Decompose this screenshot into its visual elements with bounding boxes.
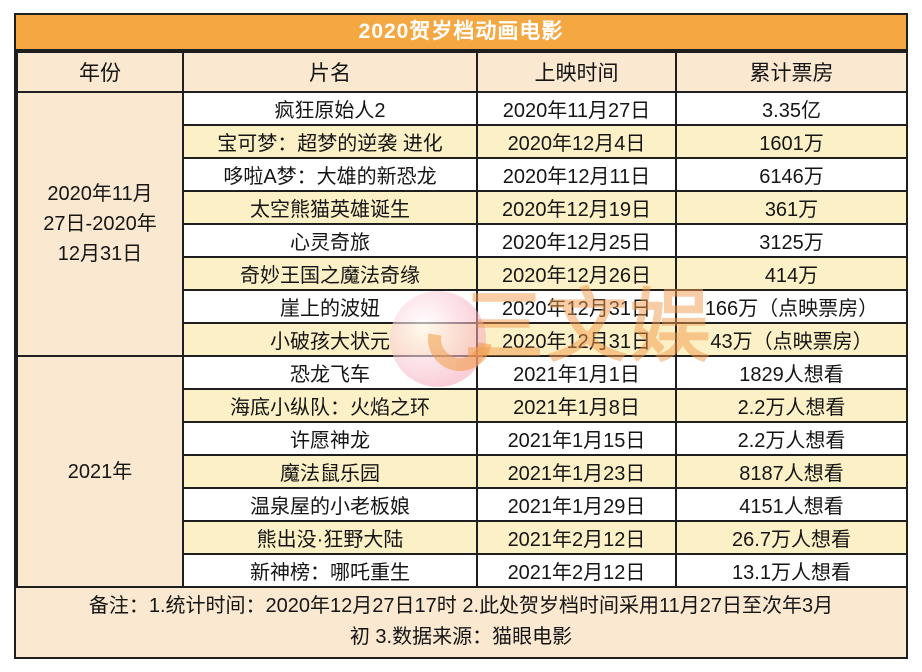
film-name-cell: 小破孩大状元 [182,322,478,357]
box-office-cell: 166万（点映票房） [675,289,908,324]
film-name-cell: 恐龙飞车 [182,355,478,390]
table-row: 太空熊猫英雄诞生 2020年12月19日 361万 [17,190,908,225]
box-office-cell: 1601万 [675,124,908,159]
note-line: 备注：1.统计时间：2020年12月27日17时 2.此处贺岁档时间采用11月2… [88,595,834,617]
box-office-cell: 2.2万人想看 [675,388,908,423]
film-name-cell: 海底小纵队：火焰之环 [182,388,478,423]
movie-table-sheet: 2020贺岁档动画电影 年份 片名 上映时间 累计票房 2020年11月 27日-202… [14,13,908,659]
film-name-cell: 许愿神龙 [182,421,478,456]
box-office-cell: 414万 [675,256,908,291]
film-name-cell: 新神榜：哪吒重生 [182,553,478,588]
table-row: 奇妙王国之魔法奇缘 2020年12月26日 414万 [17,256,908,291]
table-row: 2021年 恐龙飞车 2021年1月1日 1829人想看 [16,355,908,588]
note-footer: 备注：1.统计时间：2020年12月27日17时 2.此处贺岁档时间采用11月2… [16,588,906,657]
box-office-cell: 2.2万人想看 [675,421,908,456]
box-office-cell: 3125万 [675,223,908,258]
release-date-cell: 2020年12月25日 [476,223,677,258]
release-date-cell: 2020年12月31日 [476,289,677,324]
box-office-cell: 26.7万人想看 [675,520,908,555]
film-name-cell: 心灵奇旅 [182,223,478,258]
release-date-cell: 2021年1月1日 [476,355,677,390]
film-name-cell: 宝可梦：超梦的逆袭 进化 [182,124,478,159]
release-date-cell: 2021年2月12日 [476,520,677,555]
release-date-cell: 2020年12月19日 [476,190,677,225]
note-line: 初 3.数据来源：猫眼电影 [349,626,573,648]
box-office-cell: 8187人想看 [675,454,908,489]
film-name-cell: 崖上的波妞 [182,289,478,324]
column-header-0: 年份 [16,51,184,93]
box-office-cell: 43万（点映票房） [675,322,908,357]
box-office-cell: 6146万 [675,157,908,192]
column-header-1: 片名 [182,51,478,93]
release-date-cell: 2020年12月4日 [476,124,677,159]
table-body: 2020年11月 27日-2020年 12月31日 疯狂原始人2 2020年11月27日… [16,91,908,588]
film-name-cell: 疯狂原始人2 [182,91,478,126]
film-name-cell: 温泉屋的小老板娘 [182,487,478,522]
table-row: 熊出没·狂野大陆 2021年2月12日 26.7万人想看 [17,520,908,555]
box-office-cell: 4151人想看 [675,487,908,522]
movies-table: 年份 片名 上映时间 累计票房 2020年11月 27日-2020年 12月31日 疯狂原始… [16,51,908,588]
table-title: 2020贺岁档动画电影 [16,15,906,51]
release-date-cell: 2020年12月11日 [476,157,677,192]
release-date-cell: 2021年1月8日 [476,388,677,423]
film-name-cell: 太空熊猫英雄诞生 [182,190,478,225]
box-office-cell: 1829人想看 [675,355,908,390]
release-date-cell: 2021年1月23日 [476,454,677,489]
column-header-3: 累计票房 [675,51,908,93]
table-header: 年份 片名 上映时间 累计票房 [16,51,908,93]
table-row: 温泉屋的小老板娘 2021年1月29日 4151人想看 [17,487,908,522]
column-header-2: 上映时间 [476,51,677,93]
table-row: 心灵奇旅 2020年12月25日 3125万 [17,223,908,258]
year-cell-group-1: 2021年 [16,355,184,588]
release-date-cell: 2020年12月31日 [476,322,677,357]
header-row: 年份 片名 上映时间 累计票房 [16,51,908,93]
table-row: 海底小纵队：火焰之环 2021年1月8日 2.2万人想看 [17,388,908,423]
film-name-cell: 奇妙王国之魔法奇缘 [182,256,478,291]
table-row: 宝可梦：超梦的逆袭 进化 2020年12月4日 1601万 [17,124,908,159]
film-name-cell: 熊出没·狂野大陆 [182,520,478,555]
table-row: 魔法鼠乐园 2021年1月23日 8187人想看 [17,454,908,489]
box-office-cell: 361万 [675,190,908,225]
release-date-cell: 2021年1月15日 [476,421,677,456]
box-office-cell: 3.35亿 [675,91,908,126]
box-office-cell: 13.1万人想看 [675,553,908,588]
film-name-cell: 魔法鼠乐园 [182,454,478,489]
film-name-cell: 哆啦A梦：大雄的新恐龙 [182,157,478,192]
table-row: 2020年11月 27日-2020年 12月31日 疯狂原始人2 2020年11月27日… [16,91,908,357]
table-row: 哆啦A梦：大雄的新恐龙 2020年12月11日 6146万 [17,157,908,192]
release-date-cell: 2020年11月27日 [476,91,677,126]
table-row: 新神榜：哪吒重生 2021年2月12日 13.1万人想看 [17,553,908,588]
release-date-cell: 2021年2月12日 [476,553,677,588]
release-date-cell: 2021年1月29日 [476,487,677,522]
table-row: 许愿神龙 2021年1月15日 2.2万人想看 [17,421,908,456]
release-date-cell: 2020年12月26日 [476,256,677,291]
year-cell-group-0: 2020年11月 27日-2020年 12月31日 [16,91,184,357]
